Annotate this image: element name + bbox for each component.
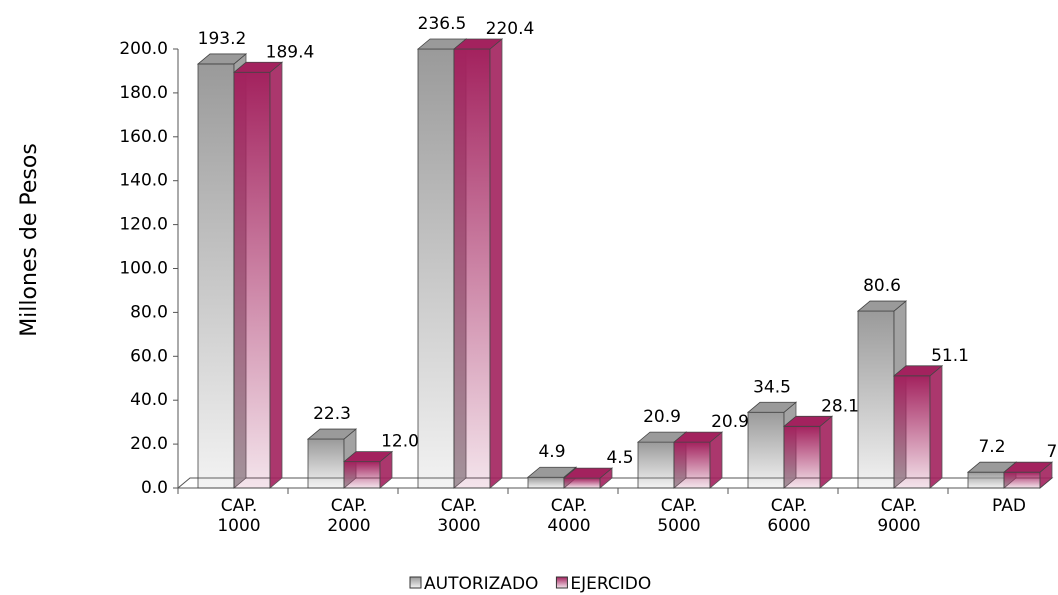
- bar: [197, 63, 235, 489]
- bar-group: [452, 38, 504, 489]
- bar-group: [342, 450, 394, 489]
- x-tick-label: CAP. 1000: [217, 496, 261, 536]
- bar-top: [746, 401, 798, 413]
- bar-side: [489, 38, 503, 489]
- value-label: 7.2: [1046, 442, 1058, 462]
- bar-group: [562, 467, 614, 489]
- x-tick-label: CAP. 3000: [437, 496, 481, 536]
- bar: [783, 425, 821, 489]
- value-label: 22.3: [313, 404, 351, 424]
- value-label: 7.2: [978, 437, 1005, 457]
- bar-group: [892, 364, 944, 489]
- y-tick-label: 40.0: [130, 390, 168, 410]
- bar-top: [892, 365, 944, 377]
- bar-group: [232, 61, 284, 489]
- x-tick-label: CAP. 9000: [877, 496, 921, 536]
- value-label: 20.9: [643, 407, 681, 427]
- y-axis-title: Millones de Pesos: [17, 143, 42, 337]
- bar-group: [782, 415, 834, 489]
- value-label: 34.5: [753, 377, 791, 397]
- bar: [563, 477, 601, 489]
- y-tick-label: 20.0: [130, 434, 168, 454]
- y-tick-label: 60.0: [130, 346, 168, 366]
- y-tick-label: 180.0: [119, 83, 168, 103]
- x-tick-label: PAD: [992, 496, 1026, 516]
- bar: [417, 48, 455, 489]
- bar-top: [342, 451, 394, 463]
- legend-label: AUTORIZADO: [424, 574, 538, 594]
- legend-label: EJERCIDO: [570, 574, 651, 594]
- x-tick-label: CAP. 6000: [767, 496, 811, 536]
- y-tick-label: 80.0: [130, 302, 168, 322]
- legend-swatch: [555, 576, 568, 589]
- bar-top: [672, 431, 724, 443]
- bar: [233, 71, 271, 489]
- x-tick-label: CAP. 2000: [327, 496, 371, 536]
- value-label: 51.1: [931, 346, 969, 366]
- value-label: 12.0: [381, 432, 419, 452]
- bar: [893, 375, 931, 489]
- bar-top: [526, 466, 578, 478]
- y-tick-label: 100.0: [119, 259, 168, 279]
- bar-top: [306, 428, 358, 440]
- value-label: 4.5: [606, 448, 633, 468]
- bar-top: [856, 300, 908, 312]
- bar: [453, 48, 491, 489]
- y-tick-label: 0.0: [141, 478, 168, 498]
- value-label: 20.9: [711, 412, 749, 432]
- x-tick-label: CAP. 4000: [547, 496, 591, 536]
- y-tick-label: 200.0: [119, 39, 168, 59]
- bar: [1003, 471, 1041, 489]
- bar-top: [782, 415, 834, 427]
- value-label: 193.2: [198, 29, 247, 49]
- bar: [857, 310, 895, 489]
- bar-side: [929, 364, 943, 489]
- bar-side: [819, 415, 833, 489]
- bar-side: [269, 61, 283, 489]
- bar: [747, 411, 785, 489]
- x-tick-label: CAP. 5000: [657, 496, 701, 536]
- value-label: 80.6: [863, 276, 901, 296]
- y-tick-label: 120.0: [119, 215, 168, 235]
- bar-top: [1002, 461, 1054, 473]
- bar-top: [562, 467, 614, 479]
- bar-top: [452, 38, 504, 50]
- y-tick-label: 160.0: [119, 127, 168, 147]
- bar: [307, 438, 345, 489]
- legend-swatch: [409, 576, 422, 589]
- value-label: 189.4: [266, 42, 315, 62]
- value-label: 4.9: [538, 442, 565, 462]
- bar: [673, 441, 711, 489]
- bar: [527, 476, 565, 489]
- value-label: 220.4: [486, 19, 535, 39]
- bar: [637, 441, 675, 489]
- bar: [343, 461, 381, 489]
- bar-top: [196, 53, 248, 65]
- bar-group: [1002, 461, 1054, 489]
- bar-group: [672, 431, 724, 489]
- y-tick-label: 140.0: [119, 171, 168, 191]
- bar: [967, 471, 1005, 489]
- bar-top: [232, 61, 284, 73]
- value-label: 236.5: [418, 14, 467, 34]
- value-label: 28.1: [821, 396, 859, 416]
